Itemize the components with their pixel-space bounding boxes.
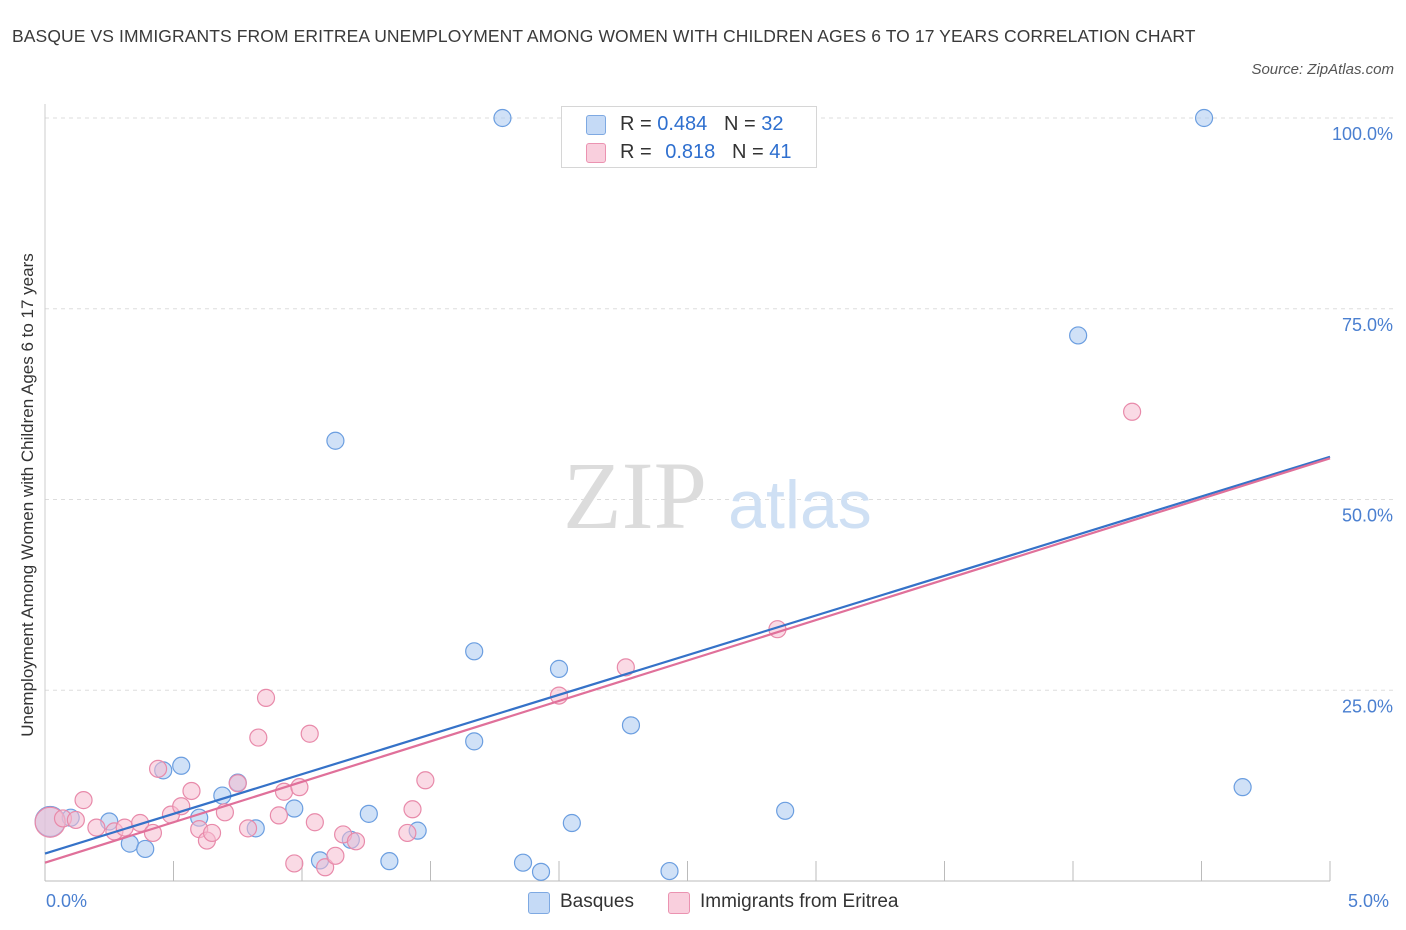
watermark-atlas: atlas — [728, 467, 872, 543]
point-eritrea — [316, 858, 335, 877]
legend-text-eritrea: R = 0.818 N = 41 — [620, 141, 791, 164]
points-layer — [34, 108, 1252, 881]
point-eritrea — [238, 819, 258, 838]
point-eritrea — [346, 832, 366, 851]
bottom-legend: Basques Immigrants from Eritrea — [0, 888, 1406, 918]
legend-swatch-eritrea — [586, 143, 606, 163]
point-eritrea — [398, 823, 417, 843]
point-eritrea — [228, 774, 247, 793]
point-basques — [1194, 108, 1214, 128]
x-tick-label-min: 0.0% — [46, 891, 88, 911]
legend-n-label: N = — [731, 141, 764, 163]
trendline-basques — [44, 455, 1331, 855]
point-basques — [1233, 778, 1252, 797]
point-basques — [493, 108, 512, 128]
point-eritrea — [130, 813, 150, 833]
point-eritrea — [616, 658, 635, 677]
point-eritrea — [66, 810, 85, 830]
point-basques — [172, 756, 191, 775]
point-eritrea — [285, 854, 304, 873]
point-eritrea — [305, 813, 324, 832]
legend-n-value-basques: 32 — [761, 113, 784, 135]
legend-n-label: N = — [723, 113, 756, 135]
point-basques — [465, 642, 484, 661]
point-eritrea — [87, 818, 106, 837]
point-basques — [359, 804, 378, 823]
point-basques — [513, 853, 533, 872]
point-basques — [136, 839, 155, 859]
chart-title: BASQUE VS IMMIGRANTS FROM ERITREA UNEMPL… — [12, 26, 1196, 46]
point-eritrea — [269, 806, 288, 825]
x-tick-label-max: 5.0% — [1348, 891, 1390, 911]
watermark-zip: ZIP — [563, 442, 707, 549]
bottom-legend-swatch-basques — [528, 892, 550, 914]
point-basques — [326, 431, 345, 450]
point-basques — [285, 799, 304, 818]
point-eritrea — [148, 759, 168, 778]
axis-layer — [44, 104, 1331, 882]
legend-r-label: R = — [620, 141, 652, 163]
point-basques — [549, 659, 569, 678]
trend-layer — [44, 455, 1331, 864]
point-basques — [1069, 326, 1088, 345]
point-basques — [562, 813, 581, 833]
bottom-legend-swatch-eritrea — [668, 892, 690, 914]
legend-n-value-eritrea: 41 — [769, 141, 792, 163]
legend-text-basques: R = 0.484 N = 32 — [620, 113, 783, 136]
point-eritrea — [74, 791, 93, 810]
point-eritrea — [1123, 402, 1142, 421]
point-basques — [380, 852, 399, 871]
legend-r-value-eritrea: 0.818 — [665, 141, 716, 163]
y-tick-label: 100.0% — [1332, 124, 1393, 144]
point-basques — [465, 732, 484, 751]
point-eritrea — [182, 781, 201, 801]
legend-box: R = 0.484 N = 32 R = 0.818 N = 41 — [561, 106, 817, 168]
point-basques — [776, 801, 795, 820]
y-tick-label: 25.0% — [1342, 696, 1393, 716]
point-basques — [531, 862, 551, 881]
point-eritrea — [300, 724, 319, 743]
point-eritrea — [256, 688, 276, 707]
trendline-eritrea — [44, 457, 1331, 864]
point-basques — [621, 716, 641, 735]
point-eritrea — [249, 728, 268, 747]
point-eritrea — [403, 800, 422, 819]
legend-r-label: R = — [620, 113, 652, 135]
y-tick-label: 75.0% — [1342, 315, 1393, 335]
point-eritrea — [202, 823, 222, 843]
legend-r-value-basques: 0.484 — [657, 113, 708, 135]
bottom-legend-label-basques: Basques — [560, 891, 634, 912]
y-tick-labels: 25.0% 50.0% 75.0% 100.0% — [1332, 124, 1393, 716]
grid-layer — [45, 117, 1394, 691]
source-label: Source: ZipAtlas.com — [1251, 61, 1394, 78]
point-eritrea — [143, 823, 163, 843]
point-eritrea — [416, 771, 435, 790]
point-basques — [660, 861, 679, 881]
bottom-legend-label-eritrea: Immigrants from Eritrea — [700, 891, 899, 912]
point-eritrea — [326, 846, 345, 865]
legend-swatch-basques — [586, 115, 606, 135]
y-tick-label: 50.0% — [1342, 506, 1393, 526]
